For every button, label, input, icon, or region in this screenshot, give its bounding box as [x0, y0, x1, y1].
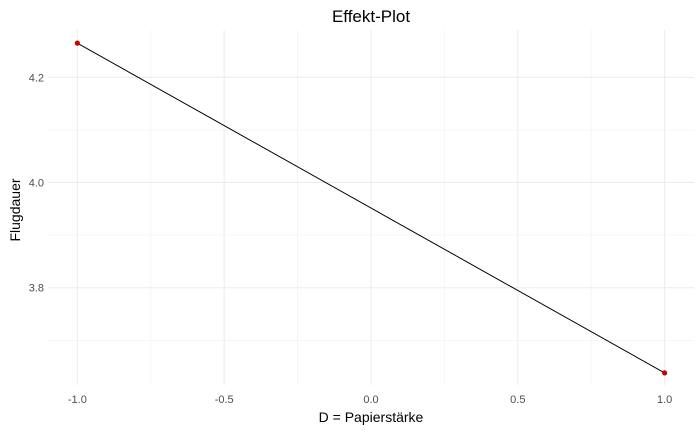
x-axis-title: D = Papierstärke — [319, 409, 424, 425]
series-layer — [74, 40, 668, 376]
data-point — [662, 370, 668, 376]
y-tick-labels: 3.8 4.0 4.2 — [29, 72, 44, 294]
major-grid — [48, 30, 694, 385]
effect-line — [77, 42, 665, 374]
chart-title: Effekt-Plot — [332, 7, 410, 26]
y-tick-label: 4.0 — [29, 178, 44, 190]
data-point — [74, 40, 80, 46]
x-tick-labels: -1.0 -0.5 0.0 0.5 1.0 — [68, 394, 672, 406]
y-tick-label: 3.8 — [29, 283, 44, 295]
y-axis-title: Flugdauer — [7, 178, 23, 241]
x-tick-label: -0.5 — [215, 394, 234, 406]
x-tick-label: 1.0 — [657, 394, 672, 406]
x-tick-label: -1.0 — [68, 394, 87, 406]
x-tick-label: 0.5 — [510, 394, 525, 406]
y-tick-label: 4.2 — [29, 72, 44, 84]
x-tick-label: 0.0 — [363, 394, 378, 406]
